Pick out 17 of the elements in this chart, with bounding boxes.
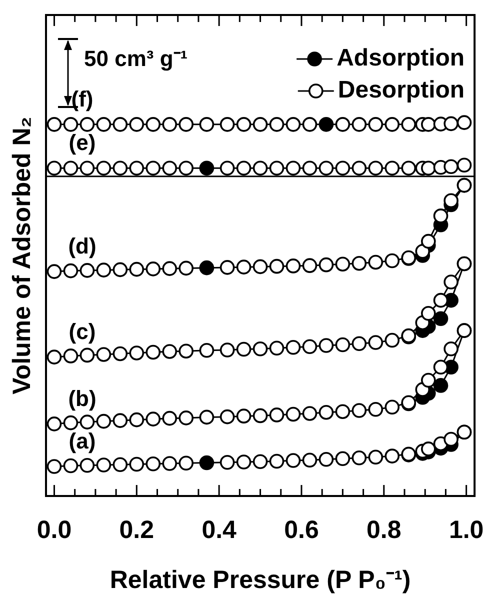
x-tick-label: 0.8 <box>366 516 402 544</box>
legend-label: Adsorption <box>336 44 465 72</box>
text: 50 cm³ g⁻¹ <box>84 46 188 72</box>
annotation: (d) <box>68 234 96 259</box>
x-tick-label: 0.2 <box>119 516 154 544</box>
x-tick-label: 0.6 <box>284 516 319 544</box>
x-tick-label: 0.0 <box>36 516 72 544</box>
y-axis-title: Volume of Adsorbed N₂ <box>8 116 36 394</box>
annotation: (b) <box>68 386 96 411</box>
annotation: (e) <box>68 130 96 156</box>
annotation: (c) <box>68 319 96 344</box>
x-tick-label: 1.0 <box>448 516 484 544</box>
x-tick-label: 0.4 <box>202 516 237 544</box>
text: (f) <box>71 86 94 112</box>
annotation: (a) <box>68 428 96 454</box>
x-axis-title: Relative Pressure (P P₀⁻¹) <box>110 566 411 594</box>
legend-label: Desorption <box>338 76 465 104</box>
